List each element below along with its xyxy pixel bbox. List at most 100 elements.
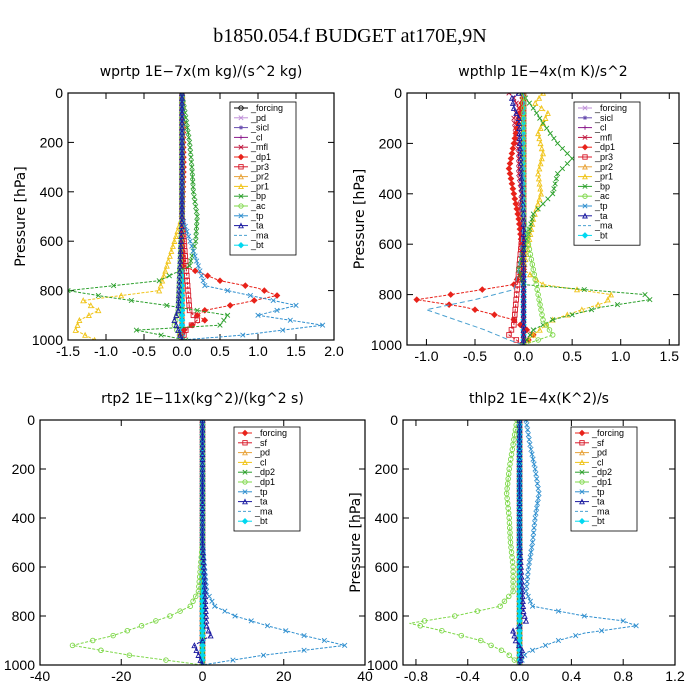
series-marker (539, 281, 547, 288)
legend-label: _forcing (250, 103, 283, 113)
series-group (413, 93, 653, 345)
series-marker (506, 593, 512, 600)
series-marker (534, 286, 540, 293)
series-marker (509, 145, 517, 152)
series-marker (524, 427, 531, 433)
series-marker (517, 656, 524, 663)
series-marker (525, 593, 531, 600)
legend-marker (578, 429, 586, 437)
series-marker (202, 283, 208, 289)
series-marker (195, 651, 202, 658)
x-tick-label: 20 (276, 668, 292, 684)
series-marker (527, 598, 533, 604)
series-marker (321, 637, 327, 644)
series-marker (529, 216, 535, 222)
legend-label: _pd (254, 448, 270, 458)
series-marker (526, 559, 533, 565)
legend-label: _ma (250, 230, 269, 240)
legend-label: _bp (594, 181, 610, 191)
series-marker (187, 238, 193, 244)
series-marker (186, 263, 193, 269)
chart-panel-4: thlp2 1E−4x(K^2)/s Pressure [hPa] -0.8 -0.4… (348, 391, 685, 684)
legend-label: _pd (250, 113, 266, 123)
series-marker (458, 632, 465, 639)
series-marker (506, 93, 512, 96)
plot-frame (406, 92, 680, 346)
series-line-ta (173, 93, 183, 340)
y-tick-label: 200 (40, 134, 64, 150)
series-marker (550, 317, 556, 323)
series-marker (529, 539, 536, 546)
series-marker (527, 251, 534, 258)
series-marker (195, 263, 201, 269)
series-marker (614, 302, 621, 308)
series-marker (205, 627, 212, 634)
y-tick-label: 1000 (4, 657, 35, 673)
series-marker (516, 165, 522, 172)
series-marker (301, 632, 307, 639)
y-tick-label: 0 (27, 412, 35, 428)
series-marker (179, 337, 185, 340)
series-marker (536, 94, 543, 101)
series-marker (511, 115, 517, 121)
y-tick-label: 1000 (367, 657, 398, 673)
series-marker (166, 273, 172, 279)
series-line-dp1 (409, 420, 520, 665)
series-line-ma (424, 93, 525, 345)
series-marker (224, 287, 231, 294)
series-marker (224, 312, 231, 318)
series-marker (471, 306, 479, 314)
y-axis-label: Pressure [hPa] (0, 492, 1, 592)
series-marker (530, 105, 536, 111)
y-tick-label: 1000 (32, 332, 63, 348)
series-marker (523, 420, 529, 423)
series-marker (194, 258, 200, 264)
series-marker (564, 150, 570, 157)
series-marker (537, 301, 543, 308)
legend-label: _cl (250, 132, 263, 142)
legend-label: _pr1 (594, 172, 613, 182)
series-marker (183, 120, 190, 126)
legend-label: _forcing (591, 428, 624, 438)
series-marker (536, 135, 543, 142)
series-marker (90, 637, 96, 644)
series-marker (287, 317, 293, 323)
series-marker (445, 301, 453, 309)
series-marker (98, 647, 104, 654)
legend-marker (582, 193, 588, 199)
series-marker (185, 233, 192, 239)
legend-label: _cl (591, 457, 604, 467)
series-marker (280, 327, 286, 333)
series-marker (76, 316, 83, 323)
series-marker (521, 612, 528, 619)
series-marker (222, 608, 228, 614)
series-marker (274, 307, 280, 313)
y-tick-label: 600 (12, 559, 36, 575)
series-marker (535, 485, 541, 492)
x-tick-label: -0.5 (132, 343, 156, 359)
series-marker (513, 109, 520, 116)
series-marker (413, 296, 421, 303)
series-marker (273, 292, 281, 299)
series-marker (186, 307, 193, 314)
series-marker (518, 651, 525, 658)
series-marker (509, 99, 516, 106)
series-marker (270, 297, 276, 304)
x-tick-label: -40 (30, 668, 50, 684)
series-marker (232, 613, 238, 619)
legend-label: _bt (250, 240, 264, 250)
series-marker (526, 246, 533, 252)
series-marker (529, 603, 536, 609)
series-marker (248, 618, 254, 624)
series-marker (515, 215, 523, 223)
series-marker (536, 326, 543, 333)
series-marker (523, 583, 530, 590)
series-marker (192, 593, 199, 600)
series-marker (186, 134, 192, 141)
legend-box (233, 426, 301, 532)
legend-marker (238, 144, 244, 150)
series-marker (552, 181, 558, 187)
series-marker (169, 242, 176, 249)
x-tick-label: 2.0 (324, 343, 344, 359)
series-marker (554, 140, 561, 147)
